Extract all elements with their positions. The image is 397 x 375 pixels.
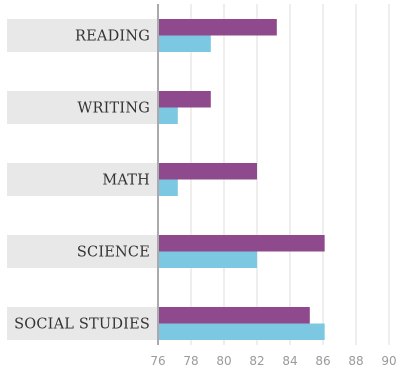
x-tick-label: 84 — [282, 354, 297, 368]
bar — [158, 323, 325, 340]
bars — [158, 19, 325, 340]
x-tick-label: 88 — [348, 354, 363, 368]
bar — [158, 35, 211, 52]
category-label-bands — [7, 19, 158, 340]
category-band — [7, 91, 158, 124]
bar — [158, 235, 325, 252]
x-tick-label: 90 — [381, 354, 396, 368]
category-band — [7, 163, 158, 196]
bar — [158, 107, 178, 124]
category-band — [7, 235, 158, 268]
category-band — [7, 19, 158, 52]
bar — [158, 91, 211, 108]
bar — [158, 19, 277, 36]
x-tick-label: 82 — [249, 354, 264, 368]
category-label: MATH — [102, 173, 150, 189]
category-label: SOCIAL STUDIES — [14, 317, 150, 333]
category-label: READING — [75, 29, 150, 45]
category-label: WRITING — [77, 101, 150, 117]
bar — [158, 163, 257, 180]
category-band — [7, 307, 158, 340]
category-labels: READING WRITING MATH SCIENCE SOCIAL STUDIES — [14, 29, 150, 333]
bar — [158, 307, 310, 324]
x-tick-labels: 76 78 80 82 84 86 88 90 — [150, 354, 396, 368]
x-tick-label: 78 — [183, 354, 198, 368]
x-tick-label: 80 — [216, 354, 231, 368]
x-tick-label: 86 — [315, 354, 330, 368]
bar — [158, 179, 178, 196]
x-tick-label: 76 — [150, 354, 165, 368]
category-label: SCIENCE — [77, 245, 150, 261]
bar — [158, 251, 257, 268]
